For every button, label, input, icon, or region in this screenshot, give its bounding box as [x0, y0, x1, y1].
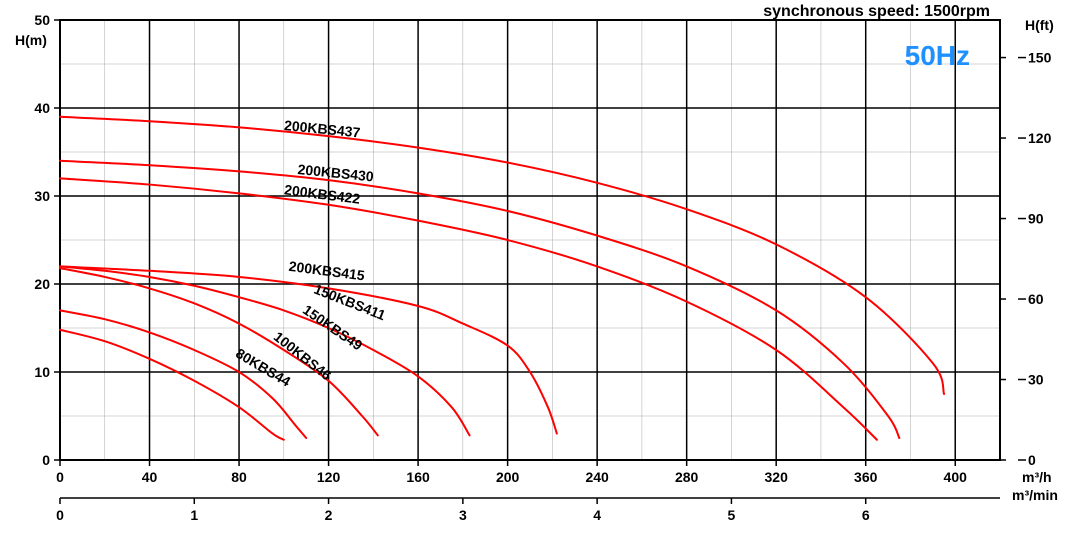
x-primary-tick-label: 40: [142, 469, 158, 485]
x-primary-tick-label: 280: [675, 469, 699, 485]
x-primary-tick-label: 120: [317, 469, 341, 485]
x-secondary-tick-label: 6: [862, 507, 870, 523]
x-primary-axis-label: m³/h: [1022, 469, 1052, 485]
x-primary-tick-label: 200: [496, 469, 520, 485]
x-secondary-tick-label: 1: [190, 507, 198, 523]
y-right-tick-label: 30: [1028, 372, 1044, 388]
x-secondary-tick-label: 4: [593, 507, 601, 523]
y-left-tick-label: 30: [34, 188, 50, 204]
x-primary-tick-label: 80: [231, 469, 247, 485]
y-left-axis-label: H(m): [15, 32, 47, 48]
y-left-tick-label: 0: [42, 452, 50, 468]
x-primary-tick-label: 160: [406, 469, 430, 485]
chart-svg: 01020304050H(m)0306090120150H(ft)0408012…: [0, 0, 1087, 533]
x-primary-tick-label: 360: [854, 469, 878, 485]
y-right-tick-label: 0: [1028, 452, 1036, 468]
x-secondary-axis-label: m³/min: [1012, 487, 1058, 503]
x-primary-tick-label: 400: [944, 469, 968, 485]
y-right-axis-label: H(ft): [1025, 17, 1054, 33]
x-primary-tick-label: 240: [585, 469, 609, 485]
x-secondary-tick-label: 3: [459, 507, 467, 523]
chart-title-top: synchronous speed: 1500rpm: [763, 3, 990, 20]
pump-curve-chart: 01020304050H(m)0306090120150H(ft)0408012…: [0, 0, 1087, 533]
y-right-tick-label: 150: [1028, 50, 1052, 66]
x-secondary-tick-label: 0: [56, 507, 64, 523]
y-left-tick-label: 50: [34, 12, 50, 28]
y-right-tick-label: 90: [1028, 211, 1044, 227]
freq-label: 50Hz: [905, 40, 970, 71]
y-right-tick-label: 60: [1028, 291, 1044, 307]
x-primary-tick-label: 0: [56, 469, 64, 485]
x-secondary-tick-label: 5: [728, 507, 736, 523]
x-secondary-tick-label: 2: [325, 507, 333, 523]
y-left-tick-label: 40: [34, 100, 50, 116]
x-primary-tick-label: 320: [765, 469, 789, 485]
y-left-tick-label: 20: [34, 276, 50, 292]
y-right-tick-label: 120: [1028, 130, 1052, 146]
y-left-tick-label: 10: [34, 364, 50, 380]
